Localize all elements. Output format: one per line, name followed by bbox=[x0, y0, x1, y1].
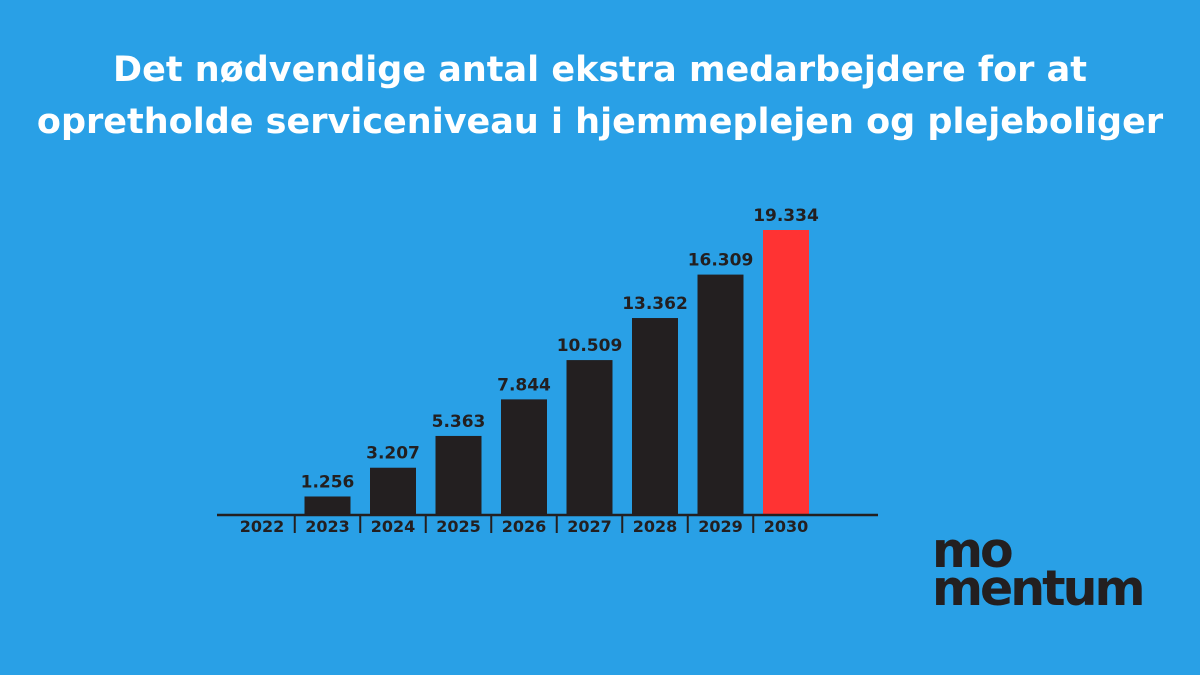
x-tick-label-2025: 2025 bbox=[436, 517, 481, 536]
chart-title-line-2: opretholde serviceniveau i hjemmeplejen … bbox=[36, 102, 1164, 142]
x-tick-label-2023: 2023 bbox=[305, 517, 350, 536]
logo-line-2: mentum bbox=[932, 560, 1146, 617]
bar-2024 bbox=[370, 467, 416, 515]
momentum-logo: mo mentum bbox=[932, 522, 1146, 617]
data-label-2026: 7.844 bbox=[497, 375, 551, 395]
x-tick-label-2027: 2027 bbox=[567, 517, 612, 536]
bar-2028 bbox=[632, 318, 678, 515]
logo-line-1: mo bbox=[932, 522, 1014, 579]
chart-title: Det nødvendige antal ekstra medarbejdere… bbox=[0, 44, 1200, 148]
chart-title-line-1: Det nødvendige antal ekstra medarbejdere… bbox=[113, 50, 1087, 90]
x-tick-label-2030: 2030 bbox=[764, 517, 809, 536]
x-tick-label-2024: 2024 bbox=[371, 517, 416, 536]
x-tick-label-2022: 2022 bbox=[240, 517, 285, 536]
bar-2025 bbox=[435, 435, 482, 515]
data-label-2030: 19.334 bbox=[753, 206, 819, 226]
bar-2027 bbox=[566, 360, 613, 515]
bar-2026 bbox=[501, 399, 547, 515]
bar-2029 bbox=[697, 274, 744, 515]
data-label-2028: 13.362 bbox=[622, 294, 688, 314]
x-tick-label-2029: 2029 bbox=[698, 517, 743, 536]
data-label-2025: 5.363 bbox=[432, 412, 486, 432]
bar-2030 bbox=[763, 230, 809, 515]
data-label-2024: 3.207 bbox=[366, 444, 420, 464]
x-tick-label-2026: 2026 bbox=[502, 517, 547, 536]
data-label-2029: 16.309 bbox=[688, 251, 754, 271]
data-label-2023: 1.256 bbox=[301, 472, 355, 492]
bar-2023 bbox=[304, 496, 351, 515]
x-tick-label-2028: 2028 bbox=[633, 517, 678, 536]
data-label-2027: 10.509 bbox=[557, 336, 623, 356]
